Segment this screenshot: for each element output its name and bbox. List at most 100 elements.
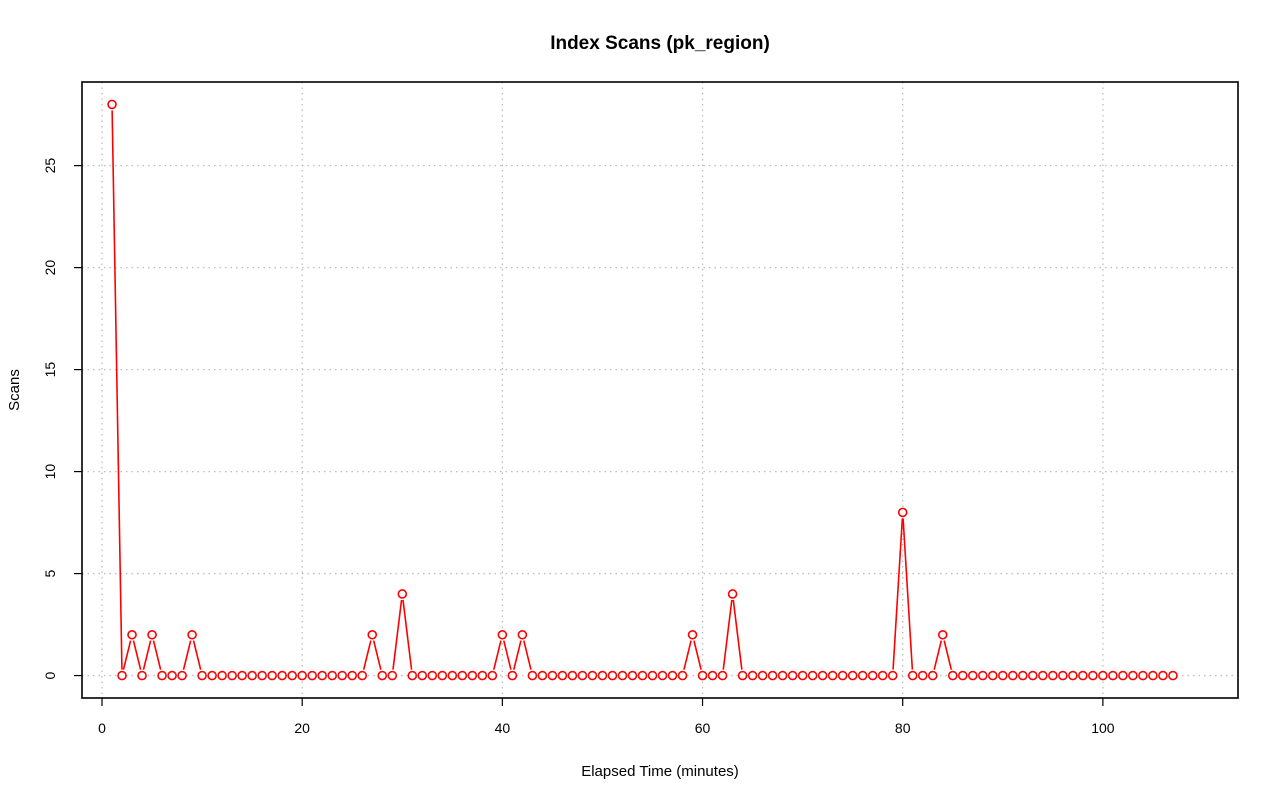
series-segment (523, 640, 532, 670)
data-point (577, 670, 588, 681)
data-point (487, 670, 498, 681)
data-point (1108, 670, 1118, 681)
data-point (1158, 670, 1168, 681)
y-axis: 0 5 10 15 20 25 (42, 158, 82, 679)
data-point (1008, 670, 1018, 681)
y-axis-label: Scans (6, 369, 23, 411)
data-point (787, 670, 798, 681)
data-point (287, 670, 297, 681)
data-point (367, 629, 378, 640)
data-point (497, 629, 508, 640)
data-point (917, 670, 928, 681)
data-point (407, 670, 418, 681)
y-tick-label: 20 (42, 260, 58, 276)
data-point (1148, 670, 1158, 681)
data-point (607, 670, 618, 681)
y-tick-label: 5 (42, 569, 58, 577)
data-point (1168, 670, 1178, 681)
data-point (357, 670, 368, 681)
series-segment (722, 599, 733, 670)
data-point (657, 670, 668, 681)
series-segment (132, 640, 142, 670)
data-point (727, 589, 738, 599)
x-tick-label: 80 (895, 720, 911, 736)
x-tick-label: 60 (695, 720, 711, 736)
data-point (527, 670, 538, 681)
data-point (997, 670, 1008, 681)
y-tick-label: 10 (42, 464, 58, 480)
data-point (1068, 670, 1078, 681)
data-point (377, 670, 388, 681)
data-point (327, 670, 338, 681)
series-segment (182, 640, 192, 670)
data-point (237, 670, 247, 681)
series-segment (892, 518, 904, 670)
series-segment (152, 640, 162, 670)
series-segment (693, 640, 702, 670)
series-segment (933, 640, 943, 670)
data-point (877, 670, 888, 681)
series-segment (111, 110, 123, 670)
data-point (197, 670, 207, 681)
grid-lines (82, 82, 1238, 698)
data-point (897, 507, 908, 518)
data-point (1078, 670, 1088, 681)
data-point (127, 629, 137, 640)
series-segment (402, 599, 413, 670)
data-point (747, 670, 758, 681)
data-point (647, 670, 658, 681)
data-point (177, 670, 187, 681)
data-point (107, 99, 117, 110)
x-tick-label: 20 (294, 720, 310, 736)
x-axis-label: Elapsed Time (minutes) (581, 763, 739, 780)
data-point (847, 670, 858, 681)
data-point (937, 629, 948, 640)
series-segment (683, 640, 692, 670)
data-point (887, 670, 898, 681)
data-point (687, 629, 698, 640)
data-point (467, 670, 478, 681)
data-point (397, 589, 408, 599)
series-segment (392, 599, 403, 670)
data-point (1118, 670, 1128, 681)
series-segment (192, 640, 202, 670)
plot-frame (81, 81, 1239, 699)
data-point (857, 670, 868, 681)
series-segment (513, 640, 522, 670)
data-point (567, 670, 578, 681)
data-point (667, 670, 678, 681)
data-point (957, 670, 968, 681)
data-point (517, 629, 528, 640)
data-point (817, 670, 828, 681)
x-axis: 0 20 40 60 80 100 (98, 698, 1115, 736)
data-point (187, 629, 197, 640)
data-point (217, 670, 227, 681)
data-point (157, 670, 167, 681)
data-point (827, 670, 838, 681)
data-point (427, 670, 438, 681)
data-point (807, 670, 818, 681)
data-point (637, 670, 648, 681)
data-point (757, 670, 768, 681)
data-point (447, 670, 458, 681)
data-point (507, 670, 518, 681)
data-point (627, 670, 638, 681)
x-tick-label: 40 (495, 720, 511, 736)
series-segment (493, 640, 502, 670)
x-tick-label: 100 (1091, 720, 1115, 736)
data-point (117, 670, 127, 681)
data-point (967, 670, 978, 681)
data-point (697, 670, 708, 681)
data-point (297, 670, 307, 681)
series-segment (902, 518, 914, 670)
data-point (1058, 670, 1068, 681)
data-point (1098, 670, 1108, 681)
data-point (337, 670, 348, 681)
data-point (207, 670, 217, 681)
data-point (277, 670, 287, 681)
series-segment (503, 640, 512, 670)
data-point (947, 670, 958, 681)
series-segment (142, 640, 152, 670)
data-point (437, 670, 448, 681)
